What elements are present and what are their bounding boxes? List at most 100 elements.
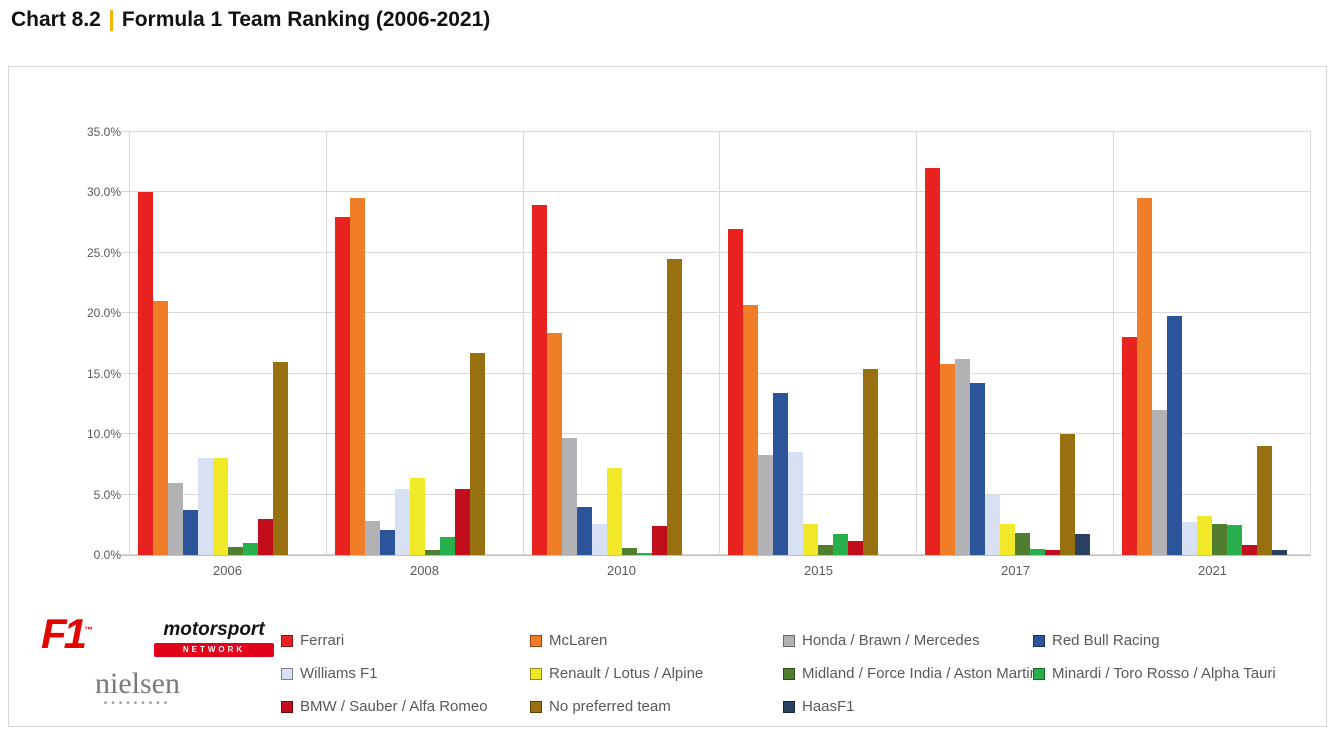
bar (1045, 550, 1061, 555)
bar (925, 168, 941, 555)
x-tick-label: 2015 (804, 563, 833, 578)
gridline (121, 131, 1311, 132)
legend-marker-icon (783, 667, 795, 680)
bar (803, 523, 819, 555)
category-cell-2017 (917, 132, 1115, 555)
bar (940, 364, 956, 555)
f1-logo: F1™ (41, 613, 93, 655)
bar (606, 467, 622, 555)
bar (379, 529, 395, 555)
page-title: Chart 8.2 Formula 1 Team Ranking (2006-2… (11, 8, 490, 32)
bar (621, 547, 637, 555)
gridline (121, 493, 1311, 495)
bar (758, 454, 774, 555)
bar (349, 198, 365, 555)
bar (1257, 446, 1273, 555)
legend-marker-icon (530, 667, 542, 680)
bar (1272, 550, 1288, 555)
chart-panel: 0.0% 5.0% 10.0% 15.0% 20.0% 25.0% 30.0% 35.0% 2… (8, 66, 1327, 727)
bar (454, 488, 470, 555)
bar (788, 452, 804, 555)
legend-item: Red Bull Racing (1033, 630, 1326, 651)
bar (469, 353, 485, 555)
legend-marker-icon (1033, 634, 1045, 647)
legend-label: HaasF1 (802, 698, 855, 715)
legend-label: Honda / Brawn / Mercedes (802, 632, 980, 649)
legend-marker-icon (281, 667, 293, 680)
bar-group-2017 (925, 132, 1091, 555)
bar (1122, 337, 1138, 555)
chart-number: Chart 8.2 (11, 8, 101, 31)
bar (424, 550, 440, 555)
motorsport-logo-text: motorsport (163, 619, 265, 640)
legend-label: Midland / Force India / Aston Martin (802, 665, 1038, 682)
bar (955, 359, 971, 555)
bar (1137, 198, 1153, 555)
bar (531, 204, 547, 555)
category-cell-2010 (524, 132, 721, 555)
bar (1000, 523, 1016, 555)
bar (1075, 534, 1091, 555)
bar (728, 228, 744, 555)
bar (1227, 524, 1243, 555)
legend-marker-icon (783, 700, 795, 713)
nielsen-logo-dots: ••••••••• (103, 698, 172, 709)
legend-item: Williams F1 (281, 663, 530, 684)
bar (243, 542, 258, 555)
bar (364, 521, 380, 555)
gridline (121, 251, 1311, 253)
bar (198, 458, 213, 555)
legend-item: Minardi / Toro Rosso / Alpha Tauri (1033, 663, 1326, 684)
plot-area (121, 131, 1311, 556)
gridline (121, 433, 1311, 435)
category-cell-2021 (1114, 132, 1311, 555)
legend-label: Renault / Lotus / Alpine (549, 665, 704, 682)
chart-title: Formula 1 Team Ranking (2006-2021) (121, 8, 491, 31)
y-tick-label: 35.0% (86, 125, 121, 139)
legend-marker-icon (281, 634, 293, 647)
category-cells (129, 132, 1311, 555)
bar (773, 393, 789, 555)
legend-item: BMW / Sauber / Alfa Romeo (281, 696, 530, 717)
gridline (121, 191, 1311, 193)
bar (1197, 516, 1213, 555)
bar (1015, 533, 1031, 555)
bar (970, 383, 986, 555)
bar (818, 545, 834, 555)
title-separator (109, 9, 113, 31)
nielsen-logo: nielsen ••••••••• (95, 667, 180, 709)
y-tick-label: 10.0% (86, 427, 121, 442)
bar (258, 518, 273, 555)
bar-group-2008 (334, 132, 500, 555)
x-tick-label: 2017 (1001, 563, 1030, 578)
x-tick-label: 2021 (1198, 563, 1227, 578)
bar (334, 216, 350, 555)
category-cell-2006 (129, 132, 327, 555)
bar (1212, 523, 1228, 555)
f1-trademark: ™ (84, 625, 94, 635)
legend-item: No preferred team (530, 696, 783, 717)
bar (1182, 522, 1198, 555)
bar (546, 332, 562, 555)
x-tick-label: 2008 (410, 563, 439, 578)
legend-label: Ferrari (300, 632, 345, 649)
y-tick-label: 30.0% (86, 185, 121, 200)
x-axis-labels: 2006 2008 2010 2015 2017 2021 (129, 563, 1311, 578)
y-tick-label: 25.0% (86, 245, 121, 260)
bar (228, 546, 243, 555)
bar (561, 437, 577, 555)
x-tick-label: 2006 (213, 563, 242, 578)
legend-label: Williams F1 (300, 665, 378, 682)
bar (168, 482, 183, 555)
y-tick-label: 5.0% (93, 487, 121, 502)
bar (394, 488, 410, 555)
legend-label: Minardi / Toro Rosso / Alpha Tauri (1052, 665, 1276, 682)
legend-item: Honda / Brawn / Mercedes (783, 630, 1033, 651)
legend-item: HaasF1 (783, 696, 1033, 717)
bar (651, 526, 667, 555)
gridline (121, 312, 1311, 314)
bar (743, 304, 759, 555)
bar (863, 368, 879, 555)
y-tick-label: 20.0% (86, 306, 121, 321)
legend-marker-icon (1033, 667, 1045, 680)
